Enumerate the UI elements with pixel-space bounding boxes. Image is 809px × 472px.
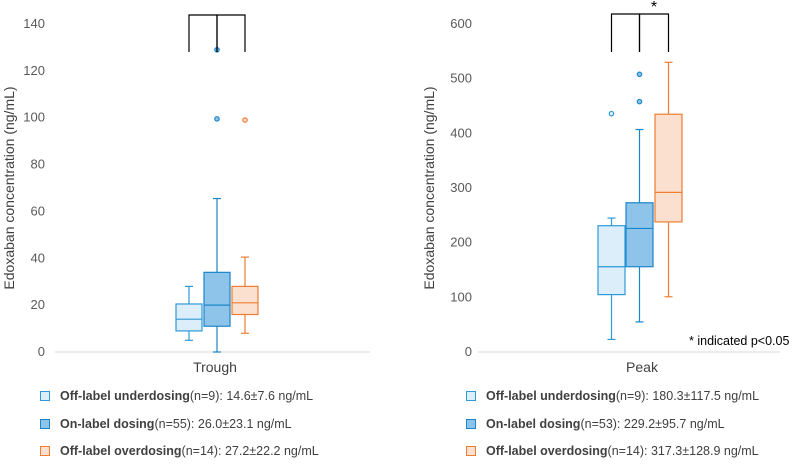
legend-group-stat: (n=9): 14.6±7.6 ng/mL (189, 389, 314, 403)
legend-swatch (40, 418, 50, 429)
y-tick-label: 200 (450, 235, 472, 250)
box-overdosing (654, 61, 683, 298)
legend-item-underdosing: Off-label underdosing (n=9): 14.6±7.6 ng… (40, 389, 319, 403)
figure: 0 20 40 60 80 100 120 140 Edoxaban concentration… (1, 0, 780, 375)
y-tick-label: 60 (31, 203, 45, 218)
legend-group-name: On-label dosing (486, 416, 581, 431)
legend-group-name: Off-label overdosing (486, 444, 608, 458)
outlier-point (636, 71, 643, 78)
significance-bracket (216, 14, 246, 52)
x-category-label: Peak (626, 359, 659, 375)
significance-star: * (651, 0, 657, 16)
box-underdosing (175, 285, 203, 341)
legend-swatch (40, 391, 50, 401)
significance-footnote: * indicated p<0.05 (689, 334, 790, 348)
legend-group-name: On-label dosing (60, 416, 155, 431)
y-tick-label: 140 (23, 16, 45, 31)
y-tick-label: 40 (31, 250, 45, 265)
box-iqr (231, 285, 259, 316)
y-tick-label: 100 (23, 110, 45, 125)
box-underdosing (597, 110, 626, 341)
legend-swatch (466, 418, 476, 429)
y-tick-label: 100 (450, 289, 472, 304)
box-iqr (625, 202, 654, 268)
significance-bracket (188, 14, 218, 52)
legend-group-stat: (n=55): 26.0±23.1 ng/mL (154, 416, 292, 431)
legend-group-name: Off-label underdosing (60, 389, 190, 403)
y-tick-label: 80 (31, 157, 45, 172)
y-tick-label: 500 (450, 71, 472, 86)
legend-swatch (466, 391, 476, 401)
y-axis-label: Edoxaban concentration (ng/mL) (1, 86, 17, 289)
legend-group-name: Off-label underdosing (486, 389, 616, 403)
significance-bracket (638, 13, 670, 52)
y-tick-label: 0 (465, 344, 472, 359)
legend-peak: Off-label underdosing (n=9): 180.3±117.5… (466, 389, 759, 472)
chart-trough: 0 20 40 60 80 100 120 140 Edoxaban concentration… (1, 14, 370, 375)
legend-item-overdosing: Off-label overdosing (n=14): 27.2±22.2 n… (40, 444, 319, 458)
outlier-point (608, 110, 615, 117)
legend-item-underdosing: Off-label underdosing (n=9): 180.3±117.5… (466, 389, 759, 403)
legend-trough: Off-label underdosing (n=9): 14.6±7.6 ng… (40, 389, 319, 472)
legend-item-overdosing: Off-label overdosing (n=14): 317.3±128.9… (466, 444, 759, 458)
box-onlabel (625, 71, 654, 323)
y-tick-label: 400 (450, 125, 472, 140)
legend-group-stat: (n=9): 180.3±117.5 ng/mL (615, 389, 760, 403)
legend-swatch (40, 446, 50, 456)
outlier-point (242, 117, 248, 123)
outlier-point (214, 116, 220, 122)
legend-group-stat: (n=14): 317.3±128.9 ng/mL (607, 444, 759, 458)
significance-bracket (610, 13, 641, 52)
chart-peak: 0 100 200 300 400 500 600 Edoxaban concentratio… (421, 0, 780, 375)
box-overdosing (231, 117, 259, 334)
box-iqr (654, 113, 683, 223)
box-iqr (597, 225, 626, 296)
legend-group-name: Off-label overdosing (60, 444, 182, 458)
box-iqr (203, 271, 231, 327)
legend-item-onlabel: On-label dosing (n=53): 229.2±95.7 ng/mL (466, 417, 759, 431)
legend-item-onlabel: On-label dosing (n=55): 26.0±23.1 ng/mL (40, 417, 319, 431)
legend-swatch (466, 446, 476, 456)
y-tick-label: 600 (450, 16, 472, 31)
y-axis-label: Edoxaban concentration (ng/mL) (421, 86, 437, 289)
y-tick-label: 120 (23, 63, 45, 78)
box-iqr (175, 303, 203, 332)
x-category-label: Trough (193, 359, 237, 375)
outlier-point (636, 98, 643, 105)
y-tick-label: 300 (450, 180, 472, 195)
legend-group-stat: (n=53): 229.2±95.7 ng/mL (580, 416, 725, 431)
box-onlabel (203, 46, 231, 353)
y-tick-label: 0 (38, 344, 45, 359)
y-tick-label: 20 (31, 297, 45, 312)
legend-group-stat: (n=14): 27.2±22.2 ng/mL (181, 444, 319, 458)
